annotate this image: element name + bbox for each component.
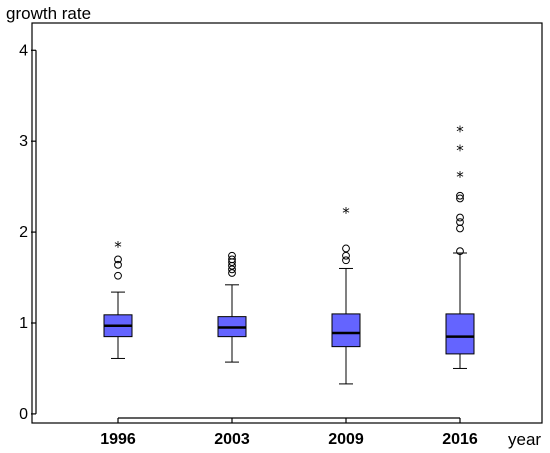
x-tick-label: 1996	[100, 431, 136, 448]
outlier-point	[342, 244, 350, 253]
y-tick-label: 4	[19, 42, 28, 59]
outlier-point	[114, 255, 122, 264]
y-tick-label: 0	[19, 406, 28, 423]
outlier-point	[342, 251, 350, 260]
outlier-point	[114, 271, 122, 280]
box-1996: *	[103, 238, 133, 359]
x-tick-label: 2009	[328, 431, 364, 448]
y-tick-label: 1	[19, 315, 28, 332]
x-tick-label: 2016	[442, 431, 478, 448]
outlier-point	[228, 251, 236, 260]
outlier-point	[456, 218, 464, 226]
extreme-point: *	[114, 238, 122, 256]
outlier-point	[456, 191, 464, 200]
plot-frame	[31, 22, 543, 424]
box-iqr	[331, 313, 361, 348]
extreme-point: *	[456, 141, 464, 159]
boxes-group: *****	[103, 122, 475, 385]
outlier-point	[456, 213, 464, 222]
box-2009: *	[331, 204, 361, 385]
extreme-point: *	[342, 204, 350, 222]
box-iqr	[445, 313, 475, 355]
x-axis: 1996 2003 2009 2016	[100, 417, 478, 448]
y-tick-label: 3	[19, 133, 28, 150]
box-2016: ***	[445, 122, 475, 369]
extreme-point: *	[456, 122, 464, 140]
outlier-point	[456, 194, 464, 203]
box-2003	[217, 251, 247, 363]
outlier-point	[342, 256, 350, 265]
y-axis-title: growth rate	[6, 4, 91, 23]
outlier-point	[456, 247, 464, 256]
outlier-point	[114, 260, 122, 269]
y-axis: 0 1 2 3 4	[19, 42, 37, 423]
extreme-point: *	[456, 168, 464, 186]
x-tick-label: 2003	[214, 431, 250, 448]
x-axis-title: year	[508, 430, 541, 449]
outlier-point	[228, 255, 236, 264]
y-tick-label: 2	[19, 224, 28, 241]
outlier-point	[456, 224, 464, 233]
